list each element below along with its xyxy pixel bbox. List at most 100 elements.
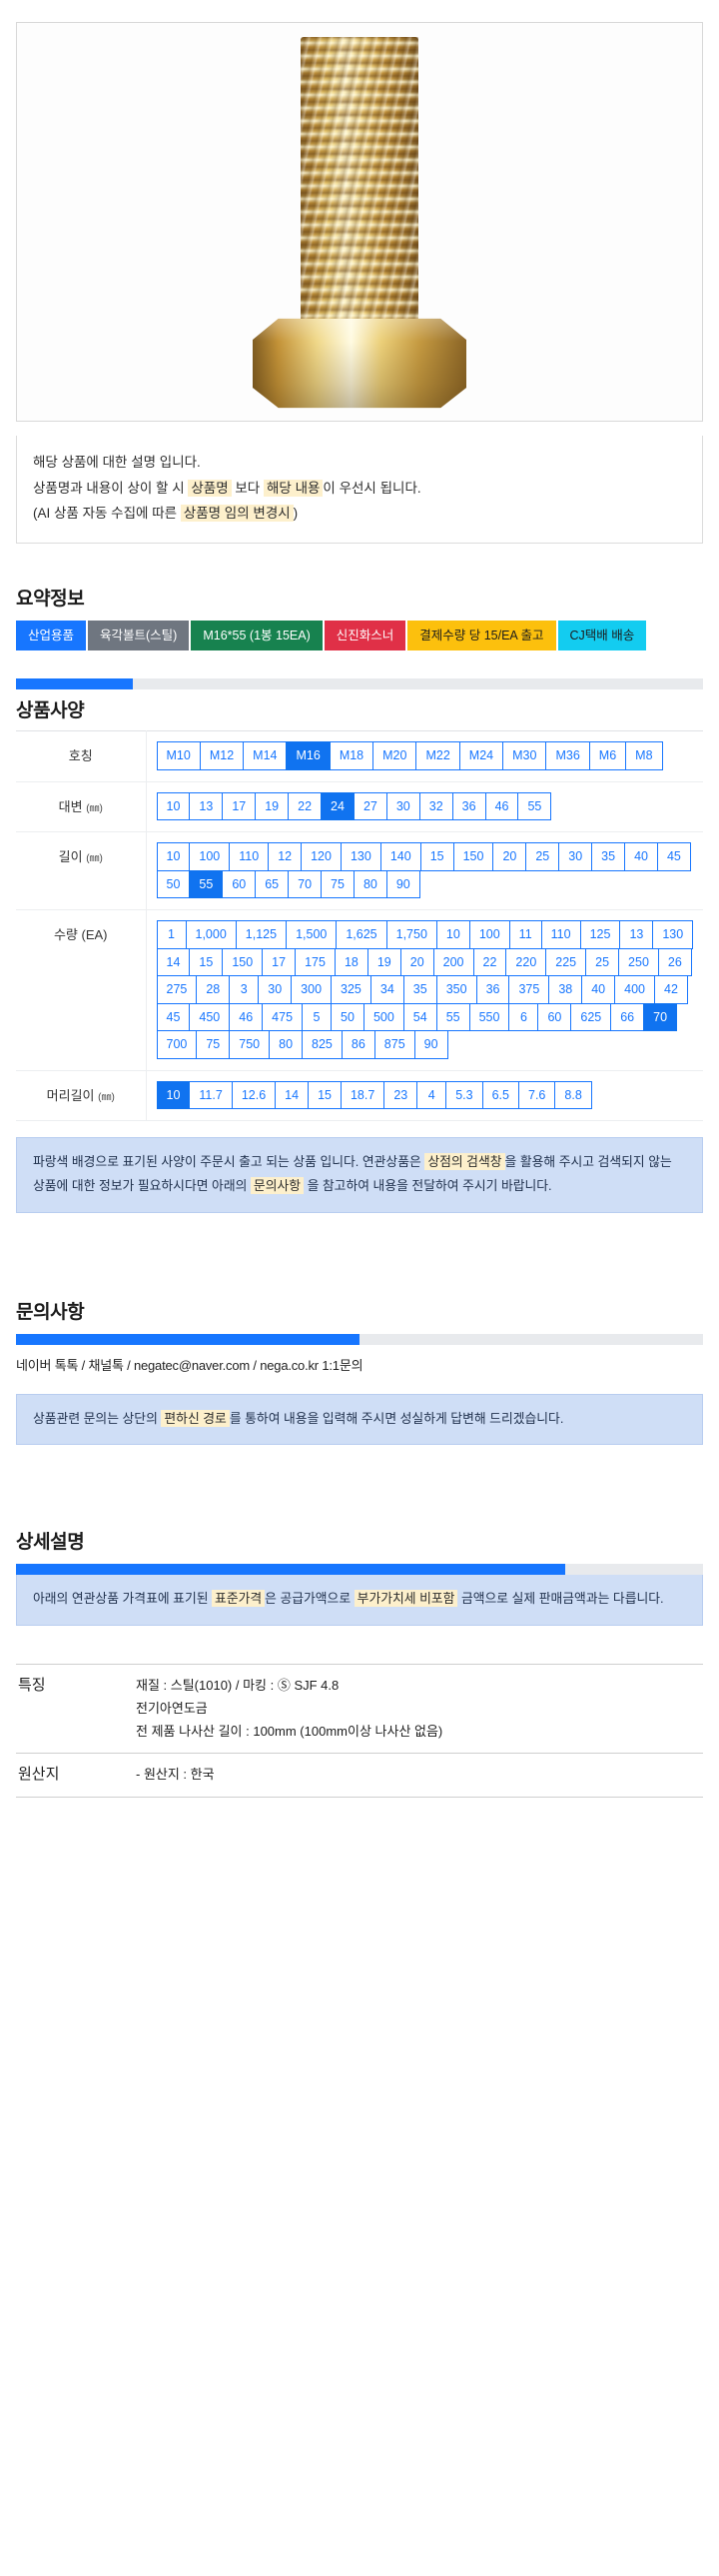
spec-chip[interactable]: M16	[286, 741, 331, 770]
spec-chip[interactable]: 10	[156, 1080, 191, 1110]
spec-chip[interactable]: 130	[652, 920, 694, 949]
spec-chip[interactable]: 55	[517, 791, 552, 821]
spec-chip[interactable]: 100	[189, 842, 231, 871]
spec-chip[interactable]: 25	[585, 947, 620, 977]
spec-chip[interactable]: 1,000	[185, 920, 237, 949]
spec-chip[interactable]: 70	[643, 1002, 678, 1032]
spec-chip[interactable]: 20	[399, 947, 434, 977]
spec-chip[interactable]: 275	[156, 975, 198, 1004]
spec-chip[interactable]: 100	[468, 920, 510, 949]
inquiry-channels[interactable]: 네이버 톡톡 / 채널톡 / negatec@naver.com / nega.…	[16, 1357, 363, 1373]
spec-chip[interactable]: 13	[189, 791, 224, 821]
spec-chip[interactable]: 350	[435, 975, 477, 1004]
spec-chip[interactable]: 1	[156, 920, 187, 949]
spec-chip[interactable]: 60	[222, 869, 257, 899]
spec-chip[interactable]: 17	[262, 947, 297, 977]
spec-chip[interactable]: 11.7	[189, 1080, 233, 1110]
spec-chip[interactable]: M18	[329, 741, 374, 770]
spec-chip[interactable]: 75	[196, 1030, 231, 1059]
spec-chip[interactable]: 65	[255, 869, 290, 899]
spec-chip[interactable]: 1,500	[286, 920, 338, 949]
spec-chip[interactable]: M22	[415, 741, 460, 770]
spec-chip[interactable]: 475	[262, 1002, 304, 1032]
spec-chip[interactable]: M24	[458, 741, 504, 770]
spec-chip[interactable]: 130	[340, 842, 381, 871]
spec-chip[interactable]: M20	[372, 741, 417, 770]
spec-chip[interactable]: 45	[656, 842, 691, 871]
spec-chip[interactable]: 18.7	[340, 1080, 385, 1110]
spec-chip[interactable]: 700	[156, 1030, 198, 1059]
spec-chip[interactable]: 175	[295, 947, 336, 977]
spec-chip[interactable]: 6	[508, 1002, 539, 1032]
spec-chip[interactable]: 35	[591, 842, 626, 871]
spec-chip[interactable]: 14	[275, 1080, 310, 1110]
spec-chip[interactable]: 5	[302, 1002, 333, 1032]
spec-chip[interactable]: M10	[156, 741, 201, 770]
spec-chip[interactable]: 34	[369, 975, 404, 1004]
spec-chip[interactable]: 80	[353, 869, 387, 899]
spec-chip[interactable]: 27	[353, 791, 387, 821]
spec-chip[interactable]: 10	[156, 791, 191, 821]
spec-chip[interactable]: 11	[508, 920, 542, 949]
spec-chip[interactable]: 8.8	[554, 1080, 592, 1110]
spec-chip[interactable]: 750	[229, 1030, 271, 1059]
spec-chip[interactable]: 220	[505, 947, 547, 977]
spec-chip[interactable]: 19	[255, 791, 290, 821]
spec-chip[interactable]: 110	[540, 920, 581, 949]
spec-chip[interactable]: 450	[189, 1002, 231, 1032]
spec-chip[interactable]: 50	[331, 1002, 364, 1032]
spec-chip[interactable]: 7.6	[518, 1080, 556, 1110]
spec-chip[interactable]: 46	[229, 1002, 264, 1032]
spec-chip[interactable]: 200	[432, 947, 474, 977]
spec-chip[interactable]: 30	[385, 791, 420, 821]
spec-chip[interactable]: 550	[468, 1002, 510, 1032]
spec-chip[interactable]: 150	[452, 842, 494, 871]
spec-chip[interactable]: 60	[537, 1002, 572, 1032]
spec-chip[interactable]: 15	[189, 947, 224, 977]
spec-chip[interactable]: 3	[229, 975, 260, 1004]
spec-chip[interactable]: 26	[657, 947, 692, 977]
spec-chip[interactable]: 17	[222, 791, 257, 821]
spec-chip[interactable]: 40	[624, 842, 658, 871]
spec-chip[interactable]: 30	[558, 842, 593, 871]
spec-chip[interactable]: 625	[570, 1002, 612, 1032]
spec-chip[interactable]: 6.5	[481, 1080, 519, 1110]
spec-chip[interactable]: 28	[196, 975, 231, 1004]
spec-chip[interactable]: 110	[229, 842, 270, 871]
spec-chip[interactable]: 25	[525, 842, 560, 871]
spec-chip[interactable]: 250	[618, 947, 659, 977]
spec-chip[interactable]: 54	[402, 1002, 437, 1032]
spec-chip[interactable]: 150	[222, 947, 264, 977]
spec-chip[interactable]: 19	[366, 947, 401, 977]
spec-chip[interactable]: 42	[654, 975, 688, 1004]
spec-chip[interactable]: 36	[475, 975, 510, 1004]
spec-chip[interactable]: 46	[484, 791, 519, 821]
spec-chip[interactable]: 13	[619, 920, 654, 949]
spec-chip[interactable]: 18	[334, 947, 368, 977]
spec-chip[interactable]: M14	[243, 741, 288, 770]
spec-chip[interactable]: 90	[413, 1030, 448, 1059]
spec-chip[interactable]: 70	[288, 869, 323, 899]
spec-chip[interactable]: 55	[189, 869, 224, 899]
spec-chip[interactable]: 22	[288, 791, 323, 821]
spec-chip[interactable]: 80	[269, 1030, 304, 1059]
spec-chip[interactable]: 75	[321, 869, 355, 899]
spec-chip[interactable]: 55	[435, 1002, 470, 1032]
spec-chip[interactable]: 1,750	[385, 920, 437, 949]
spec-chip[interactable]: 15	[419, 842, 454, 871]
spec-chip[interactable]: 300	[291, 975, 333, 1004]
spec-chip[interactable]: 1,625	[336, 920, 387, 949]
spec-chip[interactable]: 23	[383, 1080, 418, 1110]
spec-chip[interactable]: 22	[472, 947, 507, 977]
spec-chip[interactable]: 12.6	[231, 1080, 277, 1110]
spec-chip[interactable]: 35	[402, 975, 437, 1004]
spec-chip[interactable]: M8	[625, 741, 663, 770]
spec-chip[interactable]: 32	[418, 791, 453, 821]
spec-chip[interactable]: 375	[508, 975, 550, 1004]
spec-chip[interactable]: 4	[416, 1080, 447, 1110]
spec-chip[interactable]: M30	[502, 741, 547, 770]
spec-chip[interactable]: M36	[545, 741, 590, 770]
spec-chip[interactable]: 20	[492, 842, 527, 871]
spec-chip[interactable]: 30	[258, 975, 293, 1004]
spec-chip[interactable]: 5.3	[445, 1080, 483, 1110]
